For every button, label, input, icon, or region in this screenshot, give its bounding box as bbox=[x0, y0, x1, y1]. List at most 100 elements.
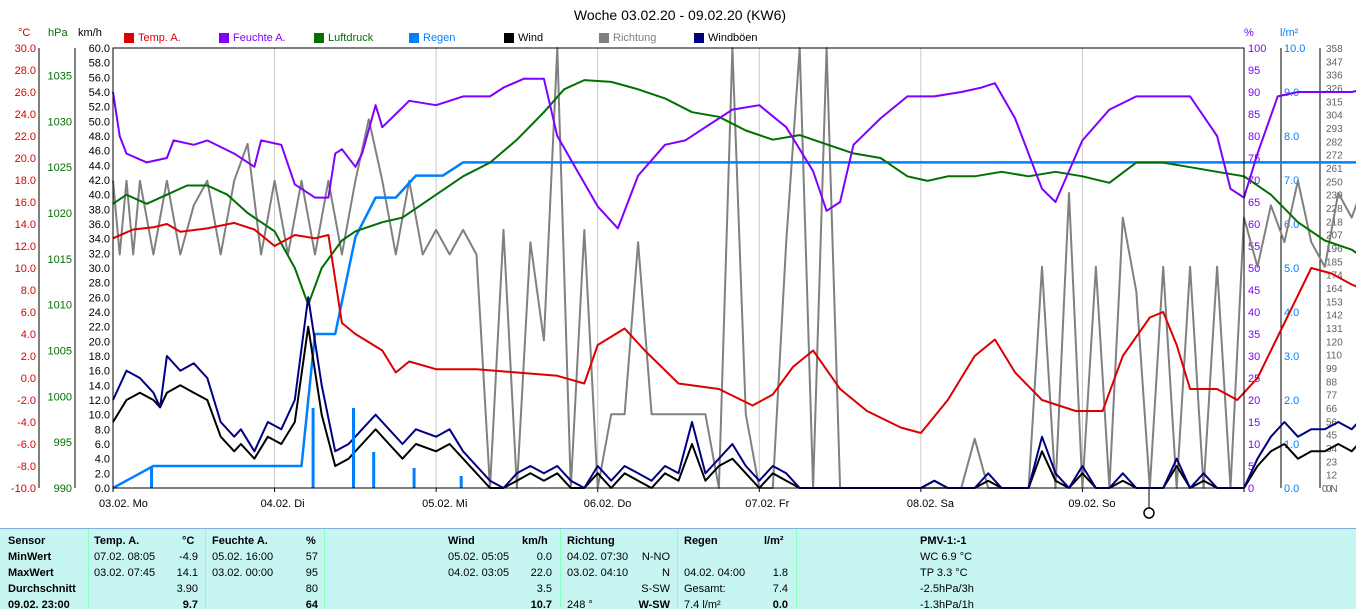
divider bbox=[796, 529, 797, 609]
legend-item-wind[interactable]: Wind bbox=[504, 30, 543, 46]
legend-swatch-gusts bbox=[694, 33, 704, 43]
rain-unit-label: l/m² bbox=[1280, 27, 1299, 39]
wind-tick-label: 60.0 bbox=[89, 43, 110, 55]
stats-header-rain: Regen bbox=[684, 535, 718, 547]
divider bbox=[677, 529, 678, 609]
stats-when: 04.02. 07:30 bbox=[567, 551, 629, 563]
humidity-tick-label: 5 bbox=[1248, 461, 1254, 473]
humidity-tick-label: 90 bbox=[1248, 87, 1260, 99]
stats-unit-rain: l/m² bbox=[764, 535, 784, 547]
temp-tick-label: 30.0 bbox=[15, 43, 36, 55]
wind-tick-label: 28.0 bbox=[89, 278, 110, 290]
direction-tick-label: 239 bbox=[1326, 191, 1343, 202]
temp-tick-label: 8.0 bbox=[21, 285, 36, 297]
direction-tick-label: 164 bbox=[1326, 284, 1343, 295]
humidity-unit-label: % bbox=[1244, 27, 1254, 39]
humidity-tick-label: 35 bbox=[1248, 329, 1260, 341]
wind-tick-label: 22.0 bbox=[89, 322, 110, 334]
rain-tick-label: 8.0 bbox=[1284, 131, 1299, 143]
day-label: 09.02. So bbox=[1068, 498, 1115, 510]
temp-tick-label: 4.0 bbox=[21, 329, 36, 341]
stats-value: 57 bbox=[305, 551, 318, 563]
rain-tick-label: 2.0 bbox=[1284, 395, 1299, 407]
direction-tick-label: 99 bbox=[1326, 364, 1338, 375]
stats-value: 9.7 bbox=[182, 599, 198, 611]
direction-tick-label: 88 bbox=[1326, 377, 1338, 388]
stats-when: Gesamt: bbox=[684, 583, 726, 595]
stats-pmv-value: -1.3hPa/1h bbox=[920, 599, 974, 611]
legend-item-rain[interactable]: Regen bbox=[409, 30, 455, 46]
legend-item-temp[interactable]: Temp. A. bbox=[124, 30, 181, 46]
wind-tick-label: 20.0 bbox=[89, 336, 110, 348]
direction-tick-label: 12 bbox=[1326, 471, 1338, 482]
stats-header-pmv: PMV-1:-1 bbox=[920, 535, 967, 547]
direction-tick-label: 261 bbox=[1326, 164, 1343, 175]
temp-tick-label: 6.0 bbox=[21, 307, 36, 319]
temp-tick-label: 20.0 bbox=[15, 153, 36, 165]
legend-item-direction[interactable]: Richtung bbox=[599, 30, 656, 46]
humidity-tick-label: 40 bbox=[1248, 307, 1260, 319]
rain-tick-label: 3.0 bbox=[1284, 351, 1299, 363]
day-label: 07.02. Fr bbox=[745, 498, 789, 510]
temp-unit-label: °C bbox=[18, 27, 30, 39]
stats-value: -4.9 bbox=[179, 551, 198, 563]
time-cursor-handle[interactable] bbox=[1143, 507, 1155, 519]
stats-value: N bbox=[662, 567, 670, 579]
legend-swatch-humidity bbox=[219, 33, 229, 43]
wind-tick-label: 38.0 bbox=[89, 204, 110, 216]
temp-tick-label: -4.0 bbox=[17, 417, 36, 429]
wind-tick-label: 56.0 bbox=[89, 72, 110, 84]
humidity-tick-label: 0 bbox=[1248, 483, 1254, 495]
rain-bar bbox=[459, 476, 463, 488]
humidity-tick-label: 95 bbox=[1248, 65, 1260, 77]
stats-when: 07.02. 08:05 bbox=[94, 551, 156, 563]
temp-tick-label: 24.0 bbox=[15, 109, 36, 121]
stats-value: 1.8 bbox=[772, 567, 788, 579]
stats-header-temp: Temp. A. bbox=[94, 535, 140, 547]
wind-tick-label: 46.0 bbox=[89, 146, 110, 158]
legend-item-pressure[interactable]: Luftdruck bbox=[314, 30, 373, 46]
wind-tick-label: 48.0 bbox=[89, 131, 110, 143]
pressure-tick-label: 1005 bbox=[48, 346, 72, 358]
stats-unit-humidity: % bbox=[306, 535, 316, 547]
stats-when: 03.02. 07:45 bbox=[94, 567, 156, 579]
temp-tick-label: 0.0 bbox=[21, 373, 36, 385]
legend-item-gusts[interactable]: Windböen bbox=[694, 30, 758, 46]
wind-tick-label: 50.0 bbox=[89, 116, 110, 128]
wind-tick-label: 0.0 bbox=[95, 483, 110, 495]
divider bbox=[205, 529, 206, 609]
wind-tick-label: 30.0 bbox=[89, 263, 110, 275]
humidity-tick-label: 25 bbox=[1248, 373, 1260, 385]
direction-tick-label: 77 bbox=[1326, 391, 1338, 402]
stats-value: 0.0 bbox=[536, 551, 552, 563]
legend-item-humidity[interactable]: Feuchte A. bbox=[219, 30, 286, 46]
stats-header-sensor: Sensor bbox=[8, 535, 46, 547]
series-line-wind bbox=[112, 325, 1356, 489]
direction-tick-label: 304 bbox=[1326, 111, 1343, 122]
direction-tick-label: 56 bbox=[1326, 417, 1338, 428]
temp-tick-label: 26.0 bbox=[15, 87, 36, 99]
wind-tick-label: 42.0 bbox=[89, 175, 110, 187]
legend-label: Windböen bbox=[708, 32, 758, 44]
direction-tick-label: 218 bbox=[1326, 217, 1343, 228]
stats-when: 03.02. 04:10 bbox=[567, 567, 629, 579]
temp-tick-label: 16.0 bbox=[15, 197, 36, 209]
wind-tick-label: 32.0 bbox=[89, 248, 110, 260]
pressure-tick-label: 1015 bbox=[48, 254, 72, 266]
stats-pmv-value: WC 6.9 °C bbox=[920, 551, 973, 563]
direction-tick-label: 272 bbox=[1326, 151, 1343, 162]
wind-tick-label: 10.0 bbox=[89, 410, 110, 422]
stats-when: 248 ° bbox=[567, 599, 593, 611]
stats-value: 3.5 bbox=[536, 583, 552, 595]
series-line-regen bbox=[112, 161, 1356, 490]
wind-tick-label: 16.0 bbox=[89, 366, 110, 378]
stats-when: 04.02. 04:00 bbox=[684, 567, 746, 579]
legend-label: Temp. A. bbox=[138, 32, 181, 44]
wind-tick-label: 12.0 bbox=[89, 395, 110, 407]
legend-swatch-rain bbox=[409, 33, 419, 43]
rain-bar bbox=[351, 408, 355, 488]
humidity-tick-label: 45 bbox=[1248, 285, 1260, 297]
temp-tick-label: 2.0 bbox=[21, 351, 36, 363]
stats-when: 03.02. 00:00 bbox=[212, 567, 274, 579]
day-label: 06.02. Do bbox=[584, 498, 632, 510]
